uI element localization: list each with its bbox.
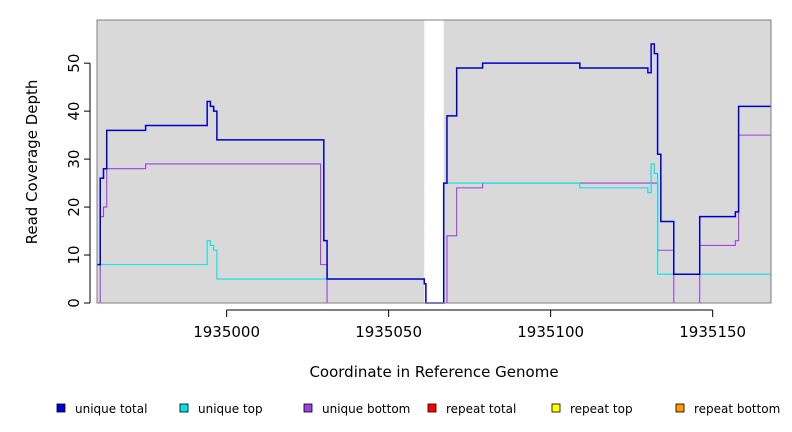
legend-item-repeat-top: repeat top (551, 402, 633, 416)
legend-item-unique-top: unique top (179, 402, 263, 416)
x-tick-label: 1935100 (517, 323, 584, 341)
legend-label: unique top (198, 402, 263, 416)
plot-frame (96, 19, 772, 304)
y-tick-label: 10 (65, 245, 83, 264)
legend: unique total unique top unique bottom repea… (56, 402, 780, 416)
legend-swatch (551, 403, 561, 413)
legend-swatch (179, 403, 189, 413)
legend-label: repeat total (446, 402, 516, 416)
legend-swatch (427, 403, 437, 413)
x-tick-label: 1935050 (355, 323, 422, 341)
x-tick-label: 1935150 (679, 323, 746, 341)
y-tick-label: 30 (65, 150, 83, 169)
legend-label: repeat top (570, 402, 633, 416)
legend-swatch (303, 403, 313, 413)
x-axis: 1935000 1935050 1935100 1935150 (193, 309, 746, 341)
plot-background (97, 20, 771, 303)
legend-swatch (675, 403, 685, 413)
y-tick-label: 0 (65, 298, 83, 308)
y-tick-label: 20 (65, 198, 83, 217)
legend-label: unique total (75, 402, 147, 416)
y-axis: 0 10 20 30 40 50 (65, 54, 91, 308)
y-tick-label: 40 (65, 102, 83, 121)
legend-label: repeat bottom (694, 402, 780, 416)
x-axis-title: Coordinate in Reference Genome (309, 363, 558, 381)
legend-item-unique-total: unique total (56, 402, 147, 416)
x-tick-label: 1935000 (193, 323, 260, 341)
series-line-unique-total (97, 43, 771, 304)
y-tick-label: 50 (65, 54, 83, 73)
legend-item-repeat-bottom: repeat bottom (675, 402, 780, 416)
legend-item-repeat-total: repeat total (427, 402, 516, 416)
series-line-unique-bottom (97, 134, 771, 304)
y-axis-title: Read Coverage Depth (23, 80, 41, 245)
legend-label: unique bottom (322, 402, 410, 416)
coverage-region-2 (443, 20, 771, 303)
legend-swatch (56, 403, 66, 413)
coverage-region-1 (97, 20, 425, 303)
legend-item-unique-bottom: unique bottom (303, 402, 410, 416)
